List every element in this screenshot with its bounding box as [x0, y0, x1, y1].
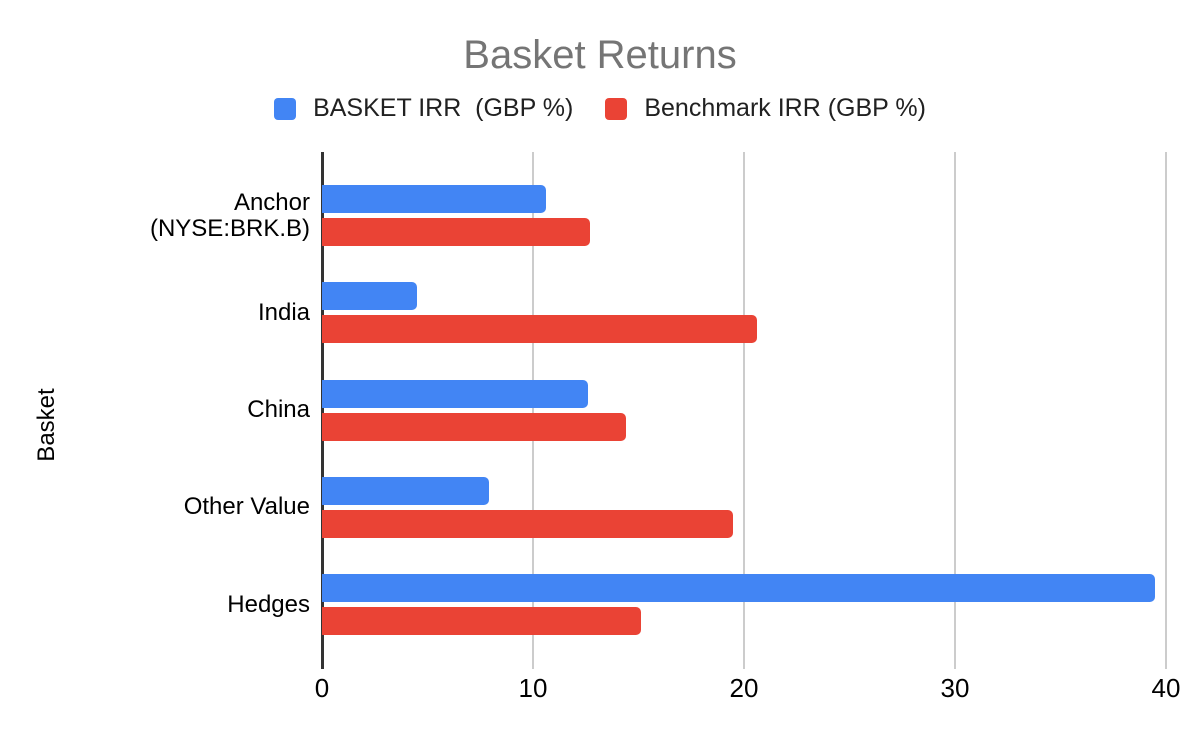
bar-basket-irr [322, 379, 588, 408]
x-tick-label: 30 [940, 673, 970, 703]
bar-basket-irr [322, 574, 1156, 602]
legend-item-basket-irr: BASKET IRR (GBP %) [274, 94, 573, 123]
category-label: Anchor (NYSE:BRK.B) [149, 188, 310, 242]
plot-area: 0 10 20 30 40 [315, 152, 1180, 703]
gridline-40 [1165, 152, 1167, 669]
bar-basket-irr [322, 282, 417, 311]
bar-basket-irr [322, 476, 489, 505]
category-label: India [257, 298, 310, 326]
bar-basket-irr [322, 185, 546, 213]
legend-item-benchmark-irr: Benchmark IRR (GBP %) [605, 94, 926, 123]
category-label: Hedges [227, 590, 310, 618]
gridline-10 [532, 152, 534, 669]
legend-label-benchmark-irr: Benchmark IRR (GBP %) [644, 94, 926, 122]
bar-benchmark-irr [322, 509, 734, 538]
legend-label-basket-irr: BASKET IRR (GBP %) [313, 94, 574, 122]
x-tick-label: 10 [518, 673, 548, 703]
legend-swatch-basket-irr [274, 97, 297, 120]
x-tick-label: 40 [1151, 673, 1181, 703]
y-axis-title: Basket [33, 388, 60, 462]
chart-title: Basket Returns [463, 33, 737, 77]
gridline-20 [743, 152, 745, 669]
category-label: China [247, 396, 310, 423]
bar-benchmark-irr [322, 315, 757, 344]
bar-benchmark-irr [322, 412, 626, 441]
bar-benchmark-irr [322, 607, 641, 635]
category-label: Other Value [183, 493, 310, 521]
x-tick-label: 20 [729, 673, 759, 703]
legend: BASKET IRR (GBP %) Benchmark IRR (GBP %) [0, 94, 1200, 123]
x-tick-label: 0 [314, 673, 330, 703]
gridline-30 [954, 152, 956, 669]
y-axis-line [321, 152, 324, 669]
legend-swatch-benchmark-irr [605, 97, 628, 120]
bar-benchmark-irr [322, 218, 590, 246]
